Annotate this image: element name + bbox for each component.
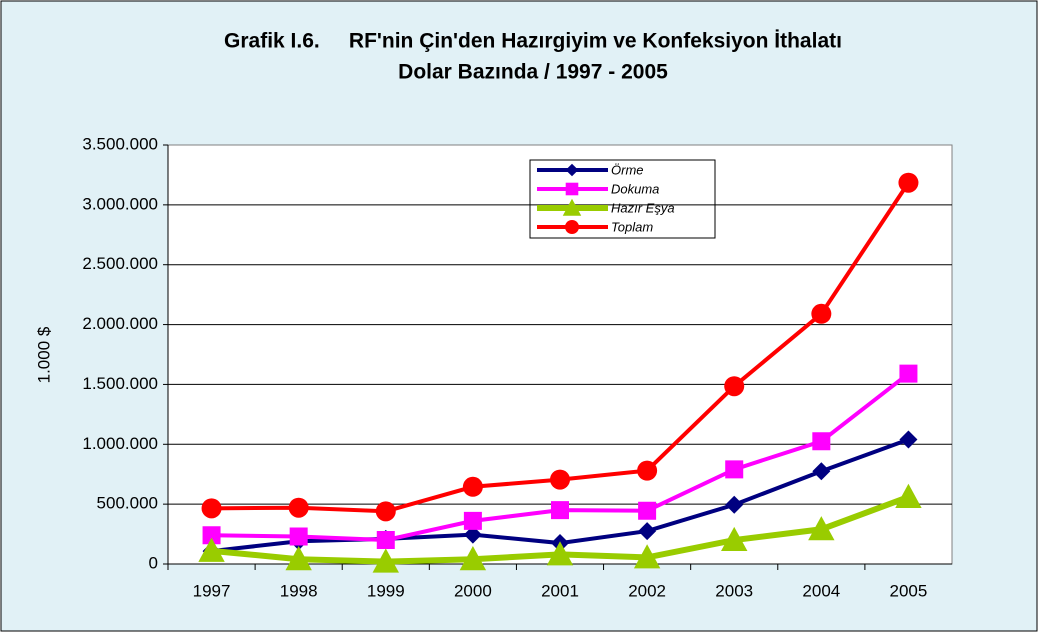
x-tick-label: 2002 bbox=[628, 581, 666, 600]
y-axis-label: 1.000 $ bbox=[34, 326, 53, 383]
chart-title: Grafik I.6. RF'nin Çin'den Hazırgiyim ve… bbox=[224, 30, 842, 53]
marker bbox=[285, 546, 312, 571]
marker bbox=[463, 525, 482, 544]
marker bbox=[288, 497, 309, 518]
legend-label: Dokuma bbox=[611, 181, 659, 196]
y-tick-label: 3.500.000 bbox=[82, 134, 158, 153]
x-tick-label: 1997 bbox=[193, 581, 231, 600]
marker bbox=[899, 364, 918, 383]
marker bbox=[565, 220, 579, 234]
marker bbox=[551, 501, 569, 520]
y-tick-label: 2.000.000 bbox=[82, 314, 158, 333]
marker bbox=[812, 432, 831, 451]
marker bbox=[201, 498, 222, 519]
x-tick-label: 2004 bbox=[802, 581, 840, 600]
x-tick-label: 1999 bbox=[367, 581, 405, 600]
marker bbox=[812, 462, 831, 481]
marker bbox=[562, 198, 582, 216]
marker bbox=[899, 430, 918, 449]
y-tick-label: 3.000.000 bbox=[82, 194, 158, 213]
marker bbox=[289, 527, 308, 546]
y-tick-label: 0 bbox=[149, 553, 158, 572]
marker bbox=[459, 546, 487, 571]
marker bbox=[808, 516, 835, 541]
marker bbox=[895, 483, 922, 508]
marker bbox=[376, 531, 395, 550]
marker bbox=[725, 495, 744, 514]
marker bbox=[198, 537, 225, 562]
marker bbox=[724, 376, 745, 397]
y-tick-label: 1.000.000 bbox=[82, 434, 158, 453]
y-tick-label: 1.500.000 bbox=[82, 374, 158, 393]
legend-label: Toplam bbox=[611, 219, 653, 234]
marker bbox=[202, 526, 221, 545]
y-tick-label: 500.000 bbox=[97, 494, 158, 513]
x-tick-label: 2003 bbox=[715, 581, 753, 600]
marker bbox=[898, 172, 919, 193]
legend-label: Hazır Eşya bbox=[611, 200, 675, 215]
marker bbox=[633, 544, 661, 569]
marker bbox=[638, 522, 657, 541]
marker bbox=[725, 460, 744, 479]
marker bbox=[375, 501, 396, 522]
y-tick-label: 2.500.000 bbox=[82, 254, 158, 273]
x-tick-label: 2001 bbox=[541, 581, 579, 600]
marker bbox=[372, 548, 399, 573]
marker bbox=[565, 163, 579, 177]
marker bbox=[462, 476, 483, 497]
chart-subtitle: Dolar Bazında / 1997 - 2005 bbox=[398, 61, 668, 84]
marker bbox=[463, 511, 482, 530]
marker bbox=[638, 501, 657, 520]
legend-label: Örme bbox=[611, 162, 644, 177]
marker bbox=[565, 182, 579, 196]
marker bbox=[550, 469, 570, 490]
marker bbox=[811, 303, 832, 324]
x-tick-label: 2000 bbox=[454, 581, 492, 600]
marker bbox=[721, 526, 748, 552]
x-tick-label: 1998 bbox=[280, 581, 318, 600]
marker bbox=[546, 541, 574, 566]
x-tick-label: 2005 bbox=[890, 581, 928, 600]
marker bbox=[637, 460, 658, 481]
